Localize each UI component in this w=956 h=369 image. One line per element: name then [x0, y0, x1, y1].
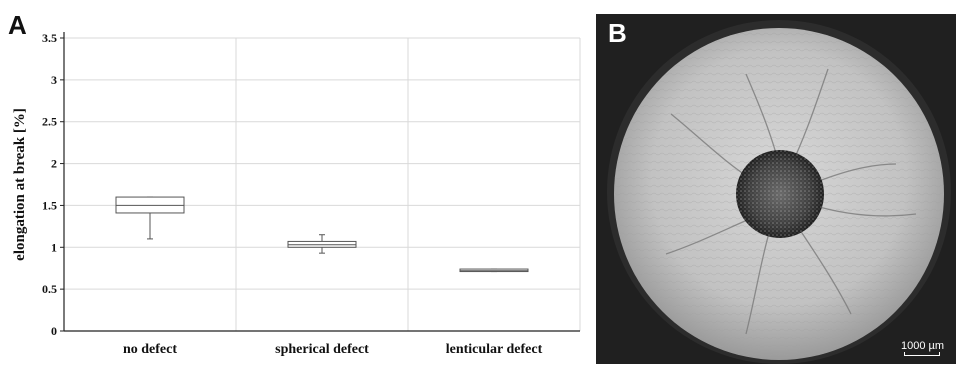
scale-bar	[904, 352, 940, 356]
y-tick-label: 1	[51, 240, 57, 254]
boxplot-chart: 0 0.5 1 1.5 2 2.5 3 3.5 elongation at break [%] n…	[12, 31, 581, 357]
y-axis-label: elongation at break [%]	[12, 108, 28, 261]
y-tick-label: 2	[51, 157, 57, 171]
y-tick-label: 3.5	[42, 31, 57, 45]
x-category-label: lenticular defect	[446, 342, 543, 357]
fracture-surface-image	[596, 14, 956, 364]
x-category-label: no defect	[123, 342, 177, 357]
y-tick-label: 3	[51, 73, 57, 87]
panel-b-letter: B	[608, 18, 627, 48]
panel-a-boxplot: A 0 0.5 1 1.5 2 2.5 3 3.5 elongation at break [%…	[8, 10, 581, 357]
x-category-label: spherical defect	[275, 342, 369, 357]
y-tick-label: 0	[51, 324, 57, 338]
y-tick-label: 2.5	[42, 115, 57, 129]
y-tick-label: 1.5	[42, 198, 57, 212]
panel-b-micrograph: B 1000 µm	[596, 14, 956, 364]
scale-bar-label: 1000 µm	[900, 340, 944, 352]
panel-a-letter: A	[8, 10, 27, 40]
y-tick-label: 0.5	[42, 282, 57, 296]
